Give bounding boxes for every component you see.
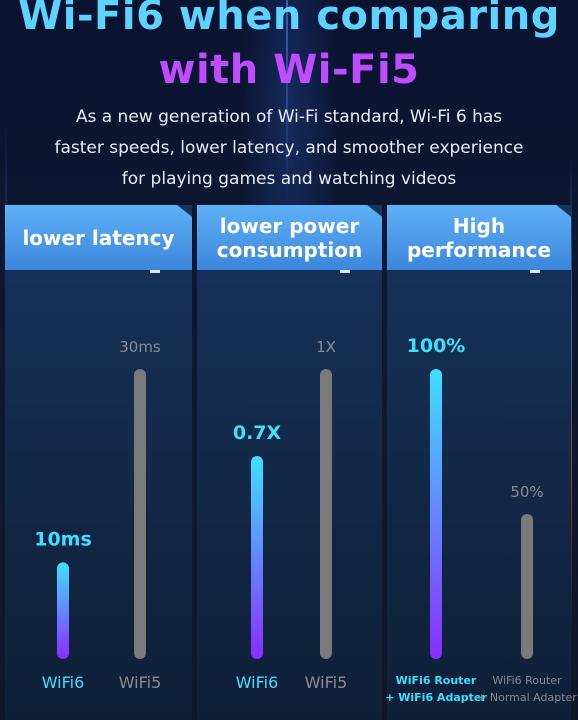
bar-value-label: 50% xyxy=(510,483,543,501)
light-streak xyxy=(570,160,572,640)
wifi5-bar xyxy=(320,369,332,659)
category-label: WiFi6 Router xyxy=(396,674,477,687)
power-panel-title: lower power consumption xyxy=(216,213,363,262)
wifi6-bar xyxy=(57,562,69,659)
power-panel-header: lower power consumption xyxy=(197,205,382,270)
wifi6-bar xyxy=(251,456,263,659)
category-label: + Normal Adapter xyxy=(477,691,577,704)
wifi5-bar xyxy=(521,514,533,659)
bar-value-label: 0.7X xyxy=(233,422,282,444)
category-label: WiFi6 xyxy=(42,673,85,692)
subtitle-line-1: As a new generation of Wi-Fi standard, W… xyxy=(75,107,503,127)
bar-value-label: 100% xyxy=(407,335,466,357)
category-label: WiFi5 xyxy=(119,673,162,692)
header-notch xyxy=(340,270,350,273)
latency-panel-header: lower latency xyxy=(5,205,192,270)
latency-panel-title: lower latency xyxy=(22,225,175,250)
header-notch xyxy=(530,270,540,273)
subtitle-line-3: for playing games and watching videos xyxy=(121,169,457,189)
wifi6-bar xyxy=(430,369,442,659)
performance-panel-title: High performance xyxy=(406,213,552,262)
light-streak xyxy=(286,0,288,200)
category-label: + WiFi6 Adapter xyxy=(385,691,487,704)
performance-panel: High performance xyxy=(387,205,571,720)
category-label: WiFi6 xyxy=(236,673,279,692)
performance-panel-header: High performance xyxy=(387,205,571,270)
bar-value-label: 30ms xyxy=(119,338,161,356)
category-label: WiFi5 xyxy=(305,673,348,692)
wifi5-bar xyxy=(134,369,146,659)
page-subtitle: As a new generation of Wi-Fi standard, W… xyxy=(20,102,558,195)
page-title-line-2: with Wi-Fi5 xyxy=(158,47,420,93)
bar-value-label: 1X xyxy=(316,338,336,356)
page-title-line-1: Wi-Fi6 when comparing xyxy=(18,0,560,39)
bar-value-label: 10ms xyxy=(34,528,92,550)
power-panel: lower power consumption xyxy=(197,205,382,720)
category-label: WiFi6 Router xyxy=(492,674,562,687)
header-notch xyxy=(150,270,160,273)
subtitle-line-2: faster speeds, lower latency, and smooth… xyxy=(54,138,524,158)
latency-panel: lower latency xyxy=(5,205,192,720)
